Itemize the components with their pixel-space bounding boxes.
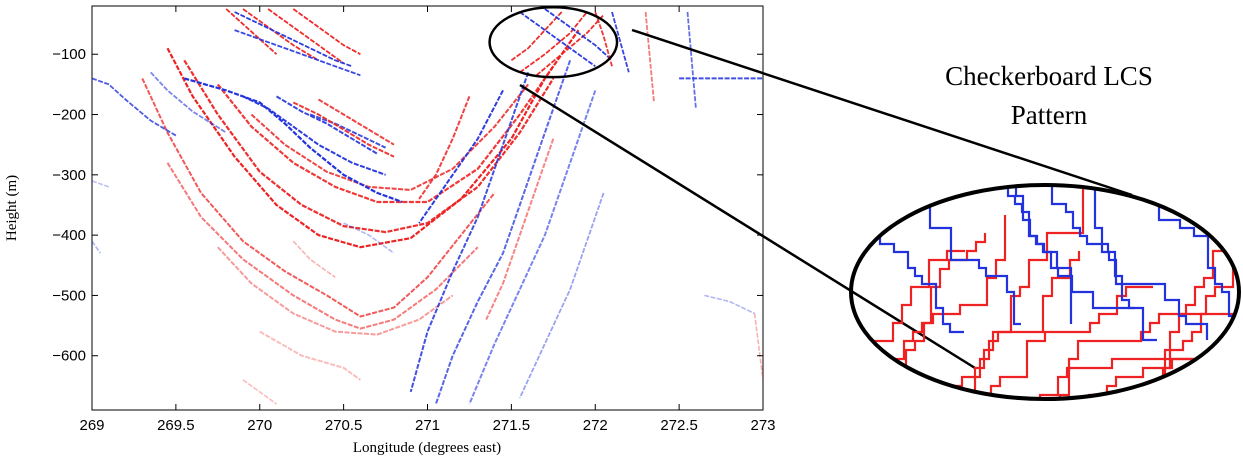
y-tick-label: −100 — [52, 46, 86, 63]
lcs-curve-blue — [92, 240, 102, 254]
lcs-curve-red — [259, 330, 361, 381]
lcs-curve-red — [292, 101, 395, 158]
zoom-red-line — [859, 215, 1007, 399]
zoom-red-line — [1163, 222, 1239, 399]
plot-area — [91, 5, 764, 411]
lcs-curve-blue — [242, 95, 386, 176]
y-tick-label: −200 — [52, 107, 86, 124]
x-tick-label: 272 — [583, 417, 608, 434]
y-tick-label: −500 — [52, 287, 86, 304]
lcs-curve-red — [535, 14, 605, 76]
x-tick-label: 269 — [79, 417, 104, 434]
x-tick-label: 270.5 — [325, 417, 363, 434]
y-axis-ticks: −100 −200 −300 −400 −500 −600 — [52, 46, 763, 365]
series-layer — [92, 8, 763, 405]
lcs-curve-blue — [234, 11, 353, 68]
zoom-red-line — [973, 185, 1085, 399]
x-axis-ticks: 269 269.5 270 270.5 271 271.5 272 272.5 273 — [79, 6, 776, 434]
zoom-inset-ellipse — [849, 183, 1241, 401]
lcs-curve-red — [267, 8, 345, 65]
lcs-curve-red — [242, 379, 277, 405]
zoom-blue-line — [1093, 185, 1209, 340]
zoom-blue-line — [995, 185, 1135, 310]
x-tick-label: 272.5 — [660, 417, 698, 434]
lcs-curve-red — [510, 11, 563, 62]
zoom-red-line — [1087, 249, 1239, 399]
lcs-curve-red — [292, 8, 361, 55]
lcs-curve-blue — [183, 77, 403, 204]
lcs-curve-blue — [409, 71, 530, 393]
x-tick-label: 270 — [247, 417, 272, 434]
connector-line-bottom — [519, 83, 976, 370]
lcs-curve-blue — [704, 294, 755, 315]
lcs-curve-blue — [150, 71, 227, 134]
lcs-curve-blue — [234, 29, 361, 77]
lcs-curve-red — [292, 240, 336, 278]
lcs-curve-red — [141, 77, 496, 318]
callout-line-1: Checkerboard LCS — [945, 61, 1153, 91]
lcs-curve-blue — [544, 8, 613, 61]
lcs-curve-blue — [92, 180, 110, 188]
lcs-curve-blue — [92, 77, 177, 137]
lcs-curve-red — [485, 138, 555, 321]
lcs-curve-red — [242, 8, 319, 62]
lcs-curve-blue — [343, 222, 395, 254]
y-tick-label: −300 — [52, 167, 86, 184]
lcs-curve-red — [250, 83, 529, 191]
lcs-curve-red — [753, 313, 763, 381]
zoom-inset-pattern — [851, 185, 1239, 399]
y-axis-title: Height (m) — [4, 175, 20, 241]
lcs-curve-red — [644, 11, 655, 103]
lcs-curve-blue — [686, 11, 697, 109]
lcs-curve-blue — [309, 113, 387, 149]
y-tick-label: −400 — [52, 227, 86, 244]
lcs-curve-red — [216, 65, 555, 204]
lcs-curve-blue — [518, 192, 605, 399]
zoom-red-line — [1051, 242, 1224, 399]
callout-line-2: Pattern — [1011, 100, 1088, 130]
lcs-curve-red — [225, 8, 278, 55]
lcs-curve-red — [166, 29, 580, 249]
lcs-curve-blue — [418, 89, 504, 224]
connector-line-top — [631, 28, 1133, 197]
x-tick-label: 271 — [415, 417, 440, 434]
lcs-curve-red — [317, 98, 395, 146]
lcs-curve-blue — [275, 95, 378, 155]
lcs-curve-red — [594, 11, 613, 67]
lcs-curve-red — [418, 96, 471, 200]
x-axis-title: Longitude (degrees east) — [353, 440, 501, 456]
highlight-ellipse — [488, 5, 619, 79]
x-tick-label: 273 — [750, 417, 775, 434]
y-tick-label: −600 — [52, 348, 86, 365]
zoom-blue-line — [1043, 185, 1157, 342]
lcs-curve-red — [217, 246, 454, 336]
lcs-curve-blue — [611, 11, 630, 73]
zoom-red-line — [1013, 303, 1239, 399]
lcs-curve-blue — [434, 59, 572, 405]
x-tick-label: 271.5 — [493, 417, 531, 434]
lcs-curve-red — [519, 11, 588, 74]
lcs-curve-red — [166, 162, 479, 330]
zoom-red-line — [851, 233, 987, 399]
x-tick-label: 269.5 — [157, 417, 195, 434]
lcs-curve-blue — [468, 90, 597, 405]
zoom-red-line — [851, 249, 965, 399]
lcs-curve-blue — [519, 11, 596, 68]
